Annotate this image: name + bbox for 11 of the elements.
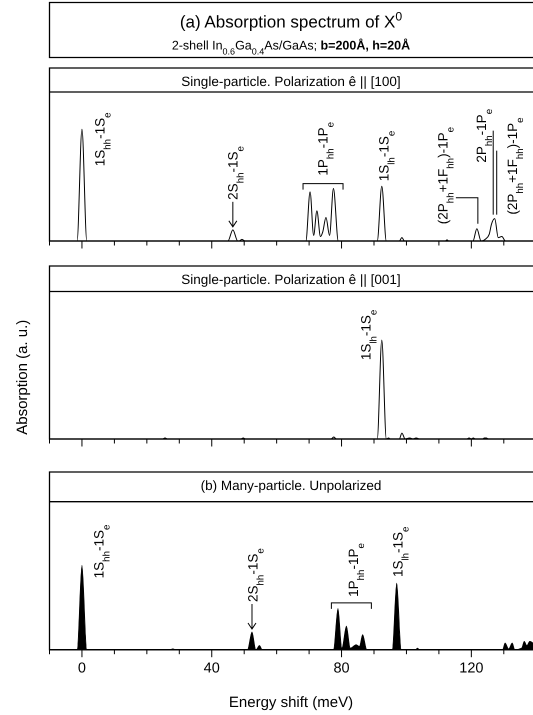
x-axis-title: Energy shift (meV) bbox=[228, 694, 354, 711]
chart-title: (b) Many-particle. Unpolarized bbox=[200, 478, 382, 493]
y-axis-title: Absorption (a. u.) bbox=[14, 320, 31, 435]
x-tick-label: 80 bbox=[333, 660, 350, 676]
x-tick-label: 120 bbox=[459, 660, 484, 676]
chart-subtitle: 2-shell In$_{0.6}$Ga$_{0.4}$As/GaAs; b=200Å, h=20Å bbox=[172, 38, 410, 56]
x-tick-label: 0 bbox=[78, 660, 86, 676]
chart-title: Single-particle. Polarization ê || [001] bbox=[181, 272, 401, 287]
x-tick-label: 40 bbox=[204, 660, 220, 676]
chart-title: (a) Absorption spectrum of X$^{0}$ bbox=[180, 10, 402, 32]
text: Single-particle. Polarization ê || [100] bbox=[181, 74, 401, 89]
